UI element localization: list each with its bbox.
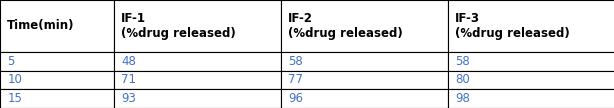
Text: IF-3
(%drug released): IF-3 (%drug released) [455, 12, 570, 40]
Text: 48: 48 [121, 55, 136, 68]
Text: Time(min): Time(min) [7, 19, 75, 32]
Text: IF-2
(%drug released): IF-2 (%drug released) [288, 12, 403, 40]
Bar [281, 89, 448, 108]
Text: IF-1
(%drug released): IF-1 (%drug released) [121, 12, 236, 40]
Text: 80: 80 [455, 73, 470, 86]
Bar [448, 52, 614, 71]
Text: 98: 98 [455, 92, 470, 105]
Bar [448, 89, 614, 108]
Bar [0, 89, 114, 108]
Bar [114, 52, 281, 71]
Bar [448, 0, 614, 52]
Text: 5: 5 [7, 55, 15, 68]
Bar [0, 71, 114, 89]
Bar [114, 71, 281, 89]
Bar [114, 0, 281, 52]
Text: 77: 77 [288, 73, 303, 86]
Text: 71: 71 [121, 73, 136, 86]
Bar [281, 71, 448, 89]
Text: 93: 93 [121, 92, 136, 105]
Text: 10: 10 [7, 73, 22, 86]
Bar [0, 0, 114, 52]
Text: 15: 15 [7, 92, 22, 105]
Bar [114, 89, 281, 108]
Bar [281, 52, 448, 71]
Text: 58: 58 [288, 55, 303, 68]
Text: 58: 58 [455, 55, 470, 68]
Text: 96: 96 [288, 92, 303, 105]
Bar [281, 0, 448, 52]
Bar [448, 71, 614, 89]
Bar [0, 52, 114, 71]
